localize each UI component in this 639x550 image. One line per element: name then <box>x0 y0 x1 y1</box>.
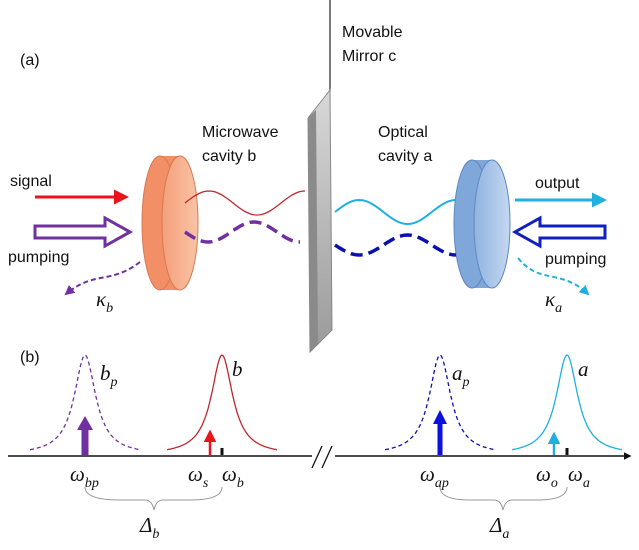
pump-line-head <box>77 416 93 430</box>
pump-label: pumping <box>8 249 69 266</box>
symbol: a <box>452 361 463 385</box>
frequency-label: ωap <box>420 462 449 491</box>
brace <box>440 487 567 510</box>
subscript: a <box>583 476 590 491</box>
wave <box>335 200 456 224</box>
cavity-label: Optical <box>378 124 428 141</box>
peak-label: ap <box>452 361 470 390</box>
symbol: ω <box>568 462 583 486</box>
wave <box>185 222 300 242</box>
detuning-label: Δa <box>489 513 509 542</box>
symbol: ω <box>188 462 203 486</box>
symbol: ω <box>536 462 551 486</box>
symbol: ω <box>420 462 435 486</box>
detuning-label: Δb <box>139 513 159 542</box>
loss-label: κb <box>96 287 113 316</box>
mirror-label: Mirror c <box>342 48 396 65</box>
cavity-label: cavity b <box>202 148 256 165</box>
symbol: Δ <box>139 513 152 537</box>
cavity-face <box>474 160 510 288</box>
wave <box>185 191 305 215</box>
subscript: b <box>237 476 244 491</box>
subscript: bp <box>85 476 99 491</box>
peak-label: a <box>578 357 589 381</box>
panel-label: (b) <box>20 349 40 366</box>
symbol: a <box>578 357 589 381</box>
subscript: a <box>502 527 509 542</box>
pump-label: pumping <box>545 251 606 268</box>
frequency-label: ωbp <box>70 462 99 491</box>
subscript: p <box>110 375 118 390</box>
resonance-curve <box>167 355 277 450</box>
frequency-label: ωo <box>536 462 558 491</box>
figure: (a) Movable Mirror c Microwave cavity b … <box>0 0 639 550</box>
symbol: b <box>232 357 243 381</box>
subscript: p <box>462 375 470 390</box>
frequency-label: ωs <box>188 462 209 491</box>
pump-arrow <box>35 218 130 246</box>
symbol: ω <box>70 462 85 486</box>
subscript: ap <box>435 476 449 491</box>
peak-label: b <box>232 357 243 381</box>
mirror-label: Movable <box>342 24 403 41</box>
symbol: b <box>100 361 111 385</box>
symbol: ω <box>222 462 237 486</box>
frequency-label: ωb <box>222 462 244 491</box>
cavity-label: cavity a <box>378 148 432 165</box>
cavity-face <box>162 156 198 290</box>
cavity-label: Microwave <box>202 124 279 141</box>
subscript: b <box>152 527 159 542</box>
subscript: s <box>203 476 209 491</box>
wave <box>335 235 456 255</box>
subscript: a <box>555 301 562 316</box>
subscript: b <box>106 301 113 316</box>
frequency-label: ωa <box>568 462 590 491</box>
signal-label: signal <box>10 173 52 190</box>
loss-label: κa <box>545 287 562 316</box>
output-label: output <box>535 175 580 192</box>
pump-line-head <box>433 410 447 424</box>
resonance-curve <box>512 355 622 450</box>
symbol: Δ <box>489 513 502 537</box>
axis-break <box>312 446 332 468</box>
pump-arrow <box>515 218 605 246</box>
subscript: o <box>551 476 558 491</box>
peak-label: bp <box>100 361 118 390</box>
panel-label: (a) <box>20 52 40 69</box>
brace <box>85 487 222 510</box>
